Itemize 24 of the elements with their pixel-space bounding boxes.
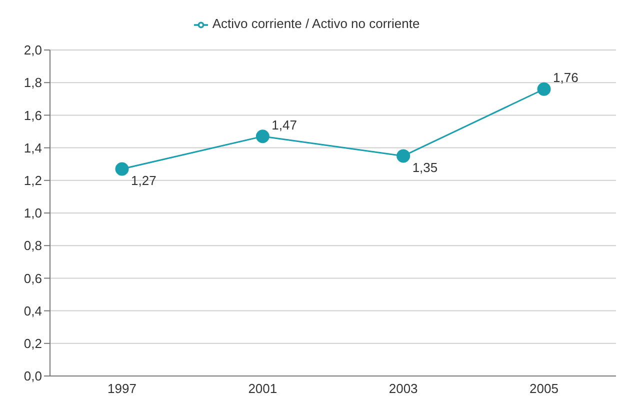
- y-tick-label: 0,0: [24, 368, 42, 384]
- y-tick-label: 0,2: [24, 336, 42, 352]
- y-tick-label: 0,6: [24, 270, 42, 286]
- data-label: 1,76: [553, 70, 578, 86]
- data-label: 1,47: [272, 117, 297, 132]
- y-tick-label: 1,2: [24, 173, 42, 188]
- data-label: 1,27: [131, 172, 156, 188]
- data-label: 1,35: [412, 160, 438, 175]
- x-tick-label: 2005: [530, 381, 558, 396]
- y-tick-label: 1,0: [24, 206, 42, 221]
- x-tick-label: 1997: [108, 381, 136, 396]
- y-tick-label: 0,8: [24, 238, 42, 254]
- y-tick-label: 1,8: [24, 75, 42, 90]
- x-tick-label: 2003: [388, 381, 418, 396]
- point: [537, 82, 551, 96]
- point: [115, 162, 129, 176]
- y-tick-label: 1,6: [24, 108, 42, 123]
- point: [256, 130, 270, 144]
- y-tick-label: 1,4: [24, 140, 42, 156]
- y-tick-label: 0,4: [24, 303, 42, 318]
- y-tick-label: 2,0: [24, 42, 42, 58]
- legend-label: Activo corriente / Activo no corriente: [212, 16, 420, 31]
- point: [396, 149, 410, 163]
- x-tick-label: 2001: [248, 381, 278, 396]
